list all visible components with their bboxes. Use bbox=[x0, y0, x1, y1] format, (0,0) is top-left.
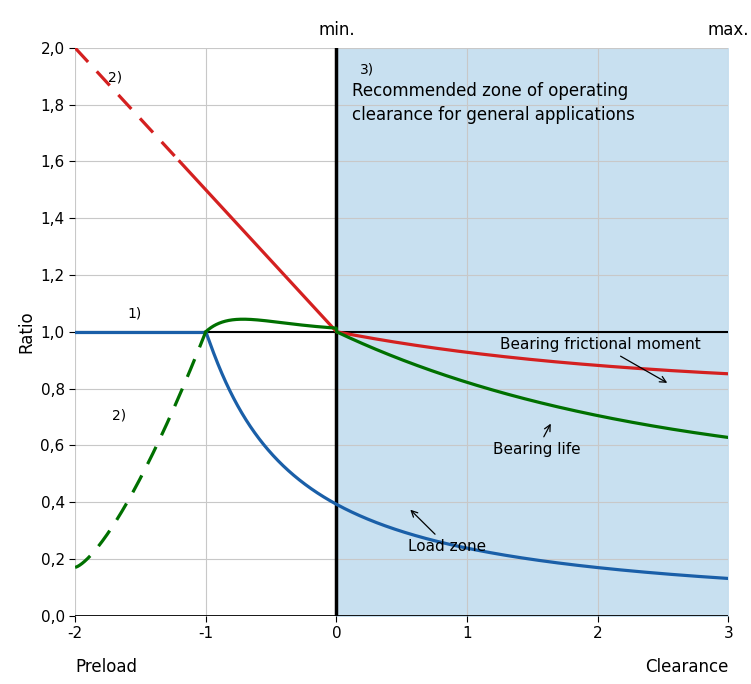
Text: Bearing frictional moment: Bearing frictional moment bbox=[500, 337, 701, 382]
Text: Preload: Preload bbox=[75, 658, 137, 676]
Text: 2): 2) bbox=[108, 70, 122, 85]
Text: 1): 1) bbox=[128, 306, 142, 320]
Text: min.: min. bbox=[318, 21, 354, 40]
Text: Bearing life: Bearing life bbox=[493, 425, 581, 457]
Y-axis label: Ratio: Ratio bbox=[17, 311, 35, 353]
Text: max.: max. bbox=[707, 21, 749, 40]
Text: 2): 2) bbox=[112, 408, 126, 423]
Text: Load zone: Load zone bbox=[409, 511, 487, 554]
Text: Recommended zone of operating
clearance for general applications: Recommended zone of operating clearance … bbox=[352, 82, 635, 124]
Text: 3): 3) bbox=[360, 62, 374, 76]
Text: Clearance: Clearance bbox=[645, 658, 728, 676]
